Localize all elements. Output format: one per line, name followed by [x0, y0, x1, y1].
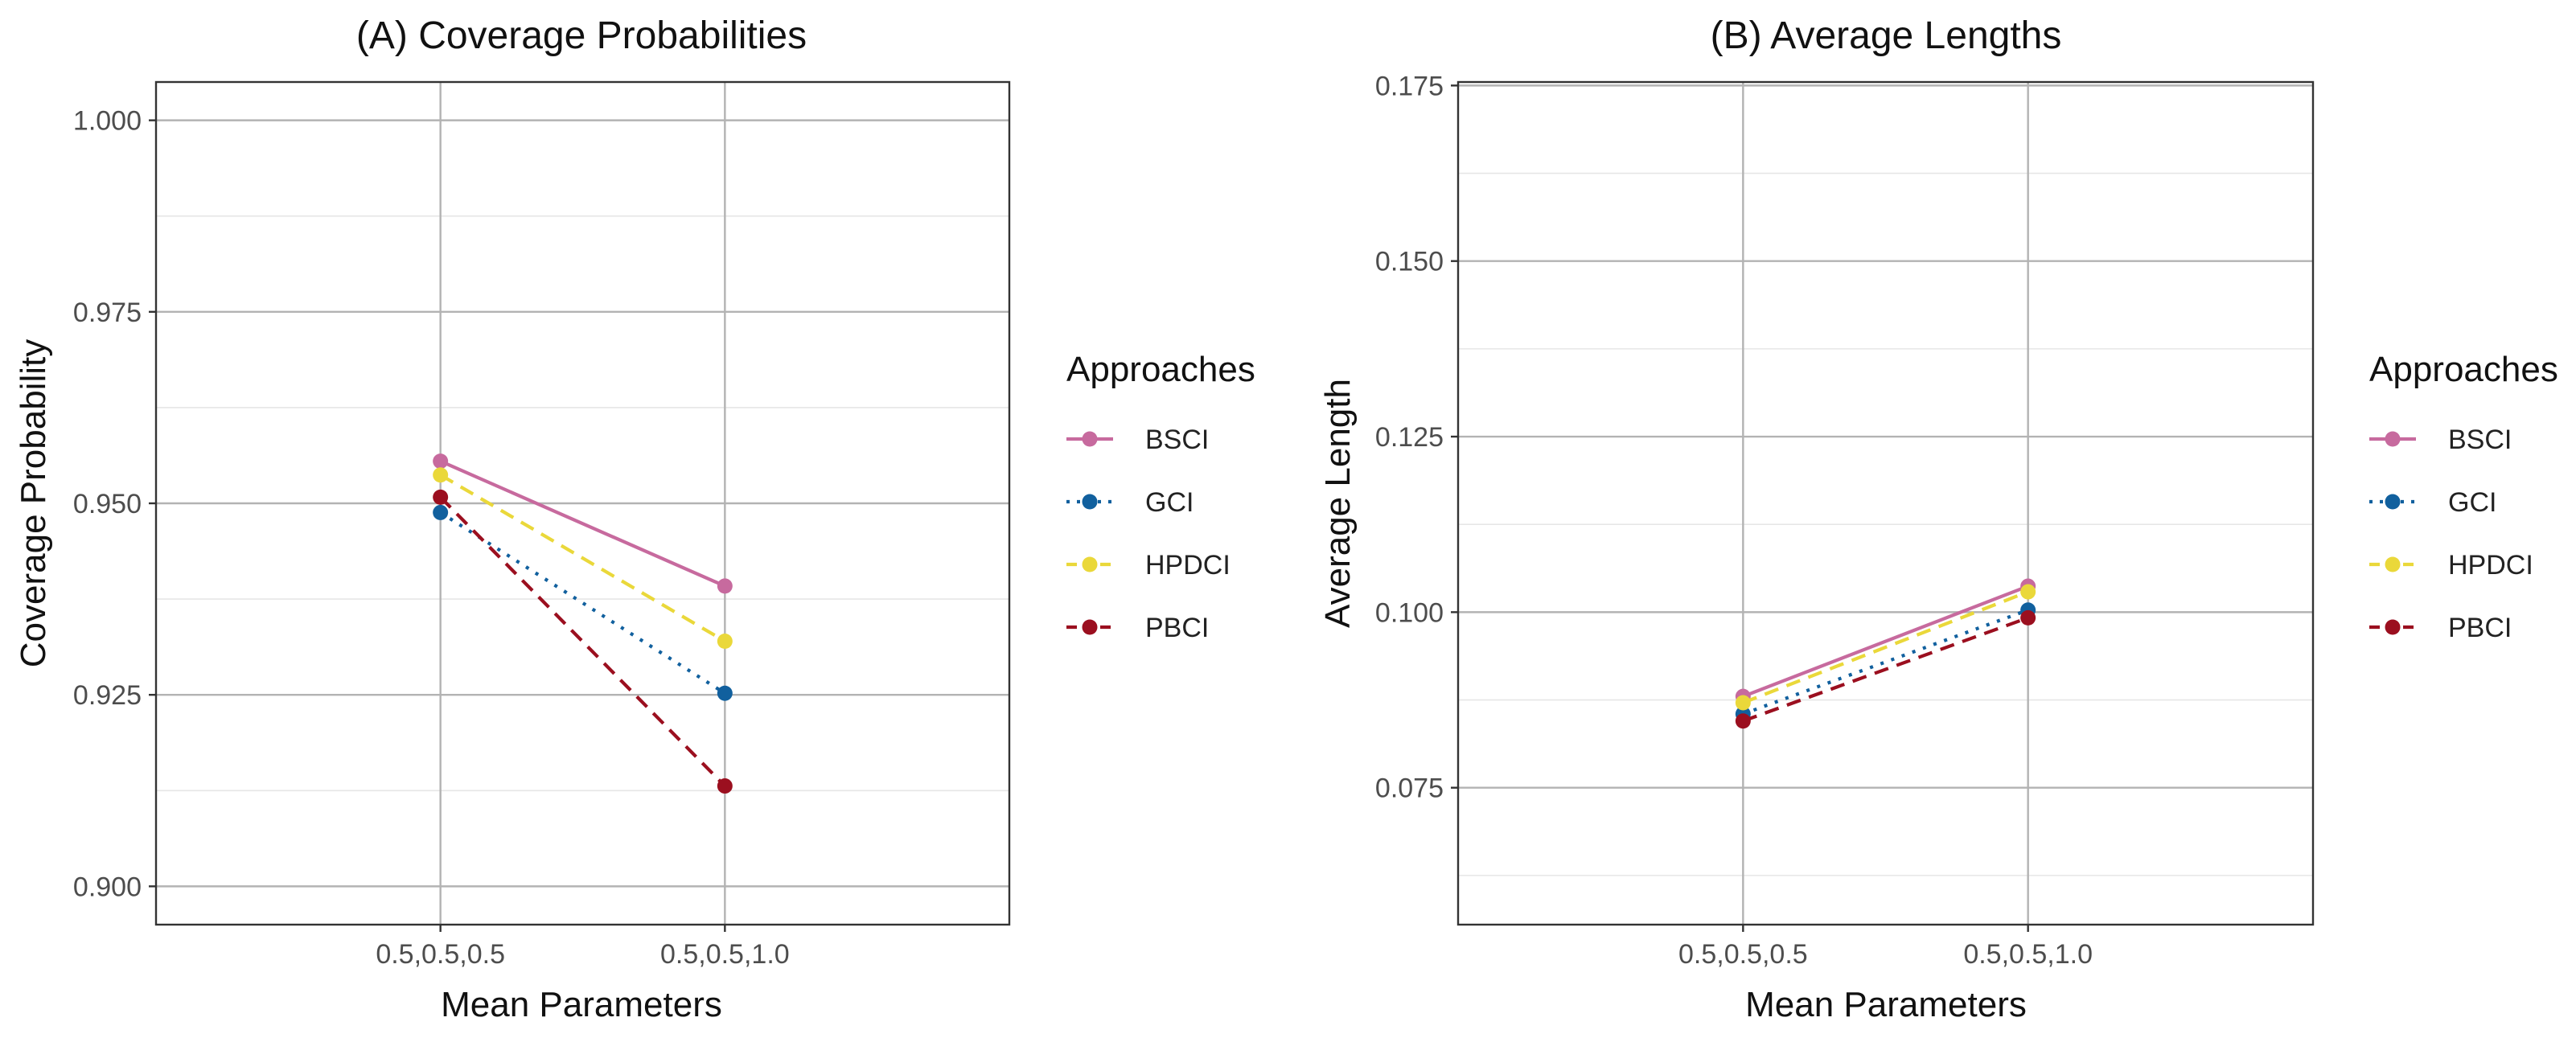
- y-tick-label: 0.175: [1375, 71, 1444, 101]
- legend-label-bsci: BSCI: [2448, 425, 2512, 455]
- y-tick-label: 0.125: [1375, 422, 1444, 453]
- y-axis-ticks: 0.075 0.100 0.125 0.150 0.175: [1375, 71, 1458, 804]
- legend-key-point-hpdci: [1082, 556, 1098, 572]
- x-tick-label: 0.5,0.5,1.0: [1963, 939, 2093, 970]
- y-tick-label: 0.075: [1375, 773, 1444, 804]
- legend-label-hpdci: HPDCI: [2448, 550, 2533, 581]
- data-point-gci: [433, 504, 449, 520]
- series-line-hpdci: [1742, 590, 2029, 704]
- legend-key-point-pbci: [2385, 619, 2401, 635]
- series-line-bsci: [439, 459, 726, 588]
- data-point-pbci: [717, 778, 733, 794]
- y-tick-label: 1.000: [73, 106, 142, 137]
- series-layer: [1735, 578, 2036, 729]
- data-point-hpdci: [1735, 695, 1751, 711]
- data-point-hpdci: [433, 467, 449, 483]
- x-axis-ticks: 0.5,0.5,0.5 0.5,0.5,1.0: [1678, 925, 2093, 970]
- y-tick-label: 0.150: [1375, 247, 1444, 277]
- legend-key-point-gci: [1082, 494, 1098, 510]
- series-line-bsci: [1742, 585, 2029, 699]
- legend-key-point-bsci: [2385, 431, 2401, 447]
- panel-coverage-probabilities: (A) Coverage Probabilities 0.9000.9250.9…: [14, 14, 1255, 1024]
- legend: Approaches BSCI GCI HPDCI PBCI: [1066, 350, 1255, 643]
- panel-title: (B) Average Lengths: [1711, 14, 2062, 57]
- legend-key-point-hpdci: [2385, 556, 2401, 572]
- data-point-hpdci: [2020, 584, 2036, 600]
- series-layer: [433, 453, 733, 794]
- data-point-pbci: [2020, 609, 2036, 626]
- plot-border: [1456, 80, 2315, 926]
- legend-key-point-pbci: [1082, 619, 1098, 635]
- y-tick-label: 0.975: [73, 297, 142, 328]
- legend-title: Approaches: [1066, 350, 1255, 389]
- x-axis-title: Mean Parameters: [1745, 985, 2027, 1024]
- x-tick-label: 0.5,0.5,1.0: [660, 939, 790, 970]
- legend-label-pbci: PBCI: [2448, 613, 2512, 643]
- legend-label-hpdci: HPDCI: [1145, 550, 1230, 581]
- legend-label-gci: GCI: [1145, 487, 1194, 518]
- legend-label-pbci: PBCI: [1145, 613, 1209, 643]
- legend-key-point-bsci: [1082, 431, 1098, 447]
- panel-title: (A) Coverage Probabilities: [356, 14, 807, 57]
- x-tick-label: 0.5,0.5,0.5: [1678, 939, 1808, 970]
- data-point-bsci: [433, 453, 449, 470]
- y-tick-label: 0.100: [1375, 597, 1444, 628]
- x-tick-label: 0.5,0.5,0.5: [376, 939, 505, 970]
- data-point-hpdci: [717, 633, 733, 649]
- legend-key-point-gci: [2385, 494, 2401, 510]
- legend: Approaches BSCI GCI HPDCI PBCI: [2369, 350, 2558, 643]
- x-axis-title: Mean Parameters: [441, 985, 722, 1024]
- y-axis-title: Coverage Probability: [14, 339, 53, 667]
- data-point-bsci: [717, 578, 733, 594]
- x-axis-ticks: 0.5,0.5,0.5 0.5,0.5,1.0: [376, 925, 790, 970]
- series-line-pbci: [439, 495, 726, 788]
- legend-title: Approaches: [2369, 350, 2558, 389]
- data-point-gci: [717, 685, 733, 701]
- legend-label-gci: GCI: [2448, 487, 2496, 518]
- y-axis-ticks: 0.900 0.925 0.950 0.975 1.000: [73, 106, 156, 902]
- y-tick-label: 0.950: [73, 489, 142, 519]
- y-tick-label: 0.925: [73, 680, 142, 711]
- grid: [1458, 82, 2313, 925]
- y-tick-label: 0.900: [73, 872, 142, 902]
- series-line-pbci: [1742, 616, 2029, 723]
- panel-average-lengths: (B) Average Lengths 0.075 0.100 0.125 0.150…: [1318, 14, 2558, 1024]
- data-point-pbci: [433, 489, 449, 505]
- series-line-hpdci: [439, 473, 726, 643]
- legend-label-bsci: BSCI: [1145, 425, 1209, 455]
- y-axis-title: Average Length: [1318, 379, 1358, 628]
- data-point-pbci: [1735, 713, 1751, 729]
